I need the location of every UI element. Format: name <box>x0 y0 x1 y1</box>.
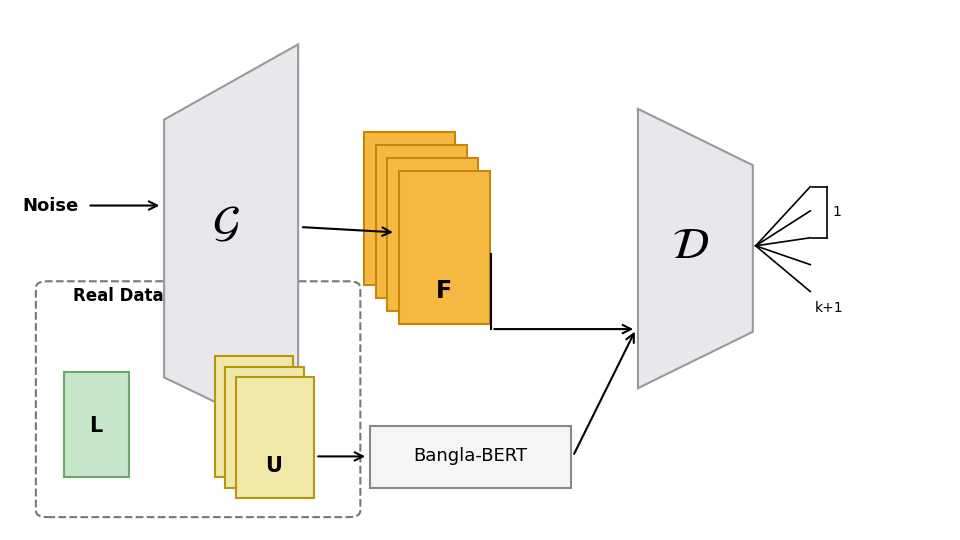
Bar <box>364 132 455 285</box>
Polygon shape <box>638 109 753 388</box>
Bar <box>215 356 294 477</box>
Bar <box>370 426 571 488</box>
Bar <box>63 372 129 477</box>
Bar <box>375 145 467 298</box>
Text: L: L <box>89 416 103 436</box>
Text: Bangla-BERT: Bangla-BERT <box>414 448 527 465</box>
Text: k+1: k+1 <box>815 301 844 315</box>
Bar <box>236 377 315 498</box>
Bar <box>387 158 478 311</box>
Text: $\mathcal{G}$: $\mathcal{G}$ <box>212 203 240 246</box>
Text: 1: 1 <box>832 205 841 219</box>
Text: $\mathcal{D}$: $\mathcal{D}$ <box>672 224 709 267</box>
Bar <box>398 171 490 323</box>
Text: F: F <box>436 280 452 303</box>
Text: Real Data: Real Data <box>73 287 164 305</box>
Polygon shape <box>164 44 299 442</box>
Text: Noise: Noise <box>22 197 79 214</box>
Bar <box>226 367 304 488</box>
Text: U: U <box>265 456 281 476</box>
